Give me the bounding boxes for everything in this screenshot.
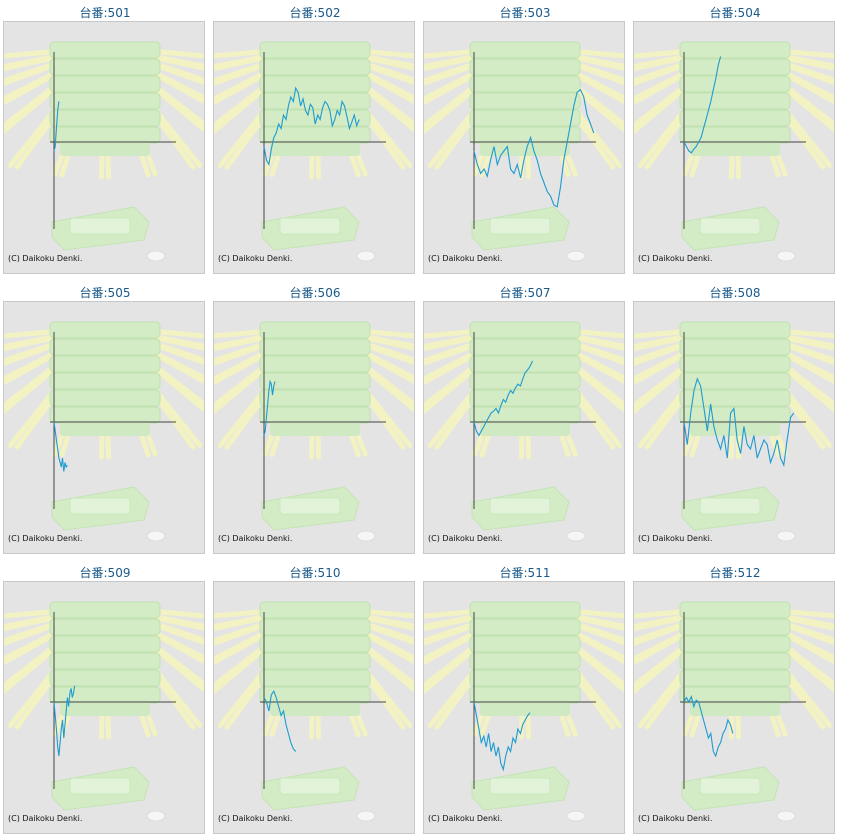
copyright-text: (C) Daikoku Denki.	[638, 534, 713, 543]
copyright-text: (C) Daikoku Denki.	[218, 534, 293, 543]
background-decoration	[214, 41, 414, 262]
chart-plot-svg	[4, 41, 204, 262]
data-series-line	[53, 421, 68, 472]
copyright-text: (C) Daikoku Denki.	[638, 814, 713, 823]
chart-title[interactable]: 台番:505	[79, 286, 131, 300]
data-series-line	[683, 56, 722, 154]
background-decoration	[4, 601, 204, 822]
chart-plot-svg	[214, 321, 414, 542]
data-series-line	[683, 377, 795, 468]
chart-plot-svg	[4, 601, 204, 822]
copyright-text: (C) Daikoku Denki.	[8, 534, 83, 543]
chart-plot-svg	[634, 321, 834, 542]
data-series-line	[53, 685, 76, 757]
background-decoration	[424, 41, 624, 262]
copyright-text: (C) Daikoku Denki.	[428, 254, 503, 263]
chart-title[interactable]: 台番:509	[79, 566, 131, 580]
background-decoration	[214, 321, 414, 542]
data-series-line	[683, 694, 734, 758]
chart-title[interactable]: 台番:502	[289, 6, 341, 20]
machine-chart-9[interactable]: 台番:509 (C) Daikoku Denki.	[0, 560, 210, 840]
chart-panel: (C) Daikoku Denki.	[213, 581, 415, 834]
chart-title[interactable]: 台番:508	[709, 286, 761, 300]
chart-panel: (C) Daikoku Denki.	[3, 21, 205, 274]
machine-chart-1[interactable]: 台番:501 (C) Daikoku Denki.	[0, 0, 210, 280]
chart-panel: (C) Daikoku Denki.	[3, 581, 205, 834]
chart-plot-svg	[424, 601, 624, 822]
machine-chart-5[interactable]: 台番:505 (C) Daikoku Denki.	[0, 280, 210, 560]
chart-plot-svg	[634, 601, 834, 822]
chart-title[interactable]: 台番:512	[709, 566, 761, 580]
copyright-text: (C) Daikoku Denki.	[638, 254, 713, 263]
machine-chart-4[interactable]: 台番:504 (C) Daikoku Denki.	[630, 0, 840, 280]
background-decoration	[4, 41, 204, 262]
chart-title[interactable]: 台番:503	[499, 6, 551, 20]
background-decoration	[424, 601, 624, 822]
chart-panel: (C) Daikoku Denki.	[423, 21, 625, 274]
copyright-text: (C) Daikoku Denki.	[218, 814, 293, 823]
machine-chart-7[interactable]: 台番:507 (C) Daikoku Denki.	[420, 280, 630, 560]
data-series-line	[473, 88, 595, 208]
chart-plot-svg	[424, 321, 624, 542]
data-series-line	[263, 690, 297, 752]
copyright-text: (C) Daikoku Denki.	[428, 814, 503, 823]
machine-chart-3[interactable]: 台番:503 (C) Daikoku Denki.	[420, 0, 630, 280]
chart-title[interactable]: 台番:507	[499, 286, 551, 300]
background-decoration	[634, 41, 834, 262]
data-series-line	[473, 360, 534, 437]
copyright-text: (C) Daikoku Denki.	[428, 534, 503, 543]
chart-title[interactable]: 台番:501	[79, 6, 131, 20]
chart-plot-svg	[4, 321, 204, 542]
chart-panel: (C) Daikoku Denki.	[213, 301, 415, 554]
chart-plot-svg	[214, 601, 414, 822]
background-decoration	[424, 321, 624, 542]
data-series-line	[263, 86, 360, 167]
chart-plot-svg	[424, 41, 624, 262]
chart-title[interactable]: 台番:506	[289, 286, 341, 300]
machine-chart-11[interactable]: 台番:511 (C) Daikoku Denki.	[420, 560, 630, 840]
chart-panel: (C) Daikoku Denki.	[423, 301, 625, 554]
copyright-text: (C) Daikoku Denki.	[8, 254, 83, 263]
chart-plot-svg	[634, 41, 834, 262]
chart-title[interactable]: 台番:510	[289, 566, 341, 580]
copyright-text: (C) Daikoku Denki.	[218, 254, 293, 263]
chart-title[interactable]: 台番:504	[709, 6, 761, 20]
chart-panel: (C) Daikoku Denki.	[633, 21, 835, 274]
machine-chart-6[interactable]: 台番:506 (C) Daikoku Denki.	[210, 280, 420, 560]
chart-plot-svg	[214, 41, 414, 262]
data-series-line	[473, 701, 531, 772]
machine-chart-2[interactable]: 台番:502 (C) Daikoku Denki.	[210, 0, 420, 280]
copyright-text: (C) Daikoku Denki.	[8, 814, 83, 823]
data-series-line	[53, 101, 60, 152]
background-decoration	[634, 601, 834, 822]
background-decoration	[214, 601, 414, 822]
chart-panel: (C) Daikoku Denki.	[633, 581, 835, 834]
chart-title[interactable]: 台番:511	[499, 566, 551, 580]
machine-chart-10[interactable]: 台番:510 (C) Daikoku Denki.	[210, 560, 420, 840]
machine-chart-12[interactable]: 台番:512 (C) Daikoku Denki.	[630, 560, 840, 840]
chart-panel: (C) Daikoku Denki.	[213, 21, 415, 274]
chart-panel: (C) Daikoku Denki.	[633, 301, 835, 554]
chart-panel: (C) Daikoku Denki.	[423, 581, 625, 834]
background-decoration	[634, 321, 834, 542]
chart-panel: (C) Daikoku Denki.	[3, 301, 205, 554]
data-series-line	[263, 379, 276, 436]
machine-chart-8[interactable]: 台番:508 (C) Daikoku Denki.	[630, 280, 840, 560]
background-decoration	[4, 321, 204, 542]
